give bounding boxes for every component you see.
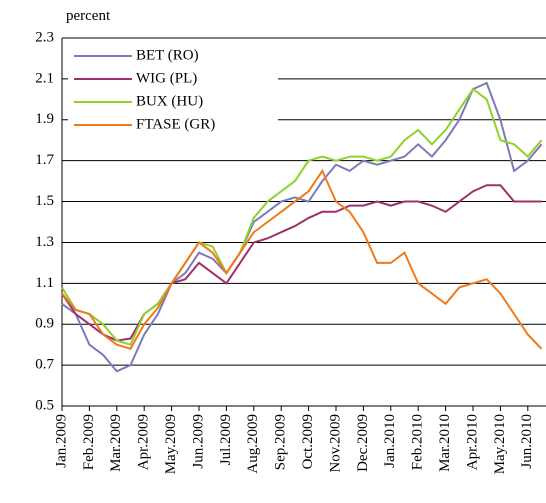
line-series	[61, 184, 542, 342]
x-tick-label: Sep.2009	[273, 414, 289, 470]
legend-label: WIG (PL)	[136, 70, 197, 86]
y-tick-label: 1.9	[35, 111, 54, 127]
legend-label: BUX (HU)	[136, 93, 203, 109]
x-tick-label: Mar.2010	[437, 414, 453, 472]
y-tick-label: 1.7	[35, 152, 54, 168]
x-tick-label: Nov.2009	[327, 414, 343, 473]
y-tick-label: 0.5	[35, 397, 54, 413]
line-series	[61, 81, 543, 373]
x-tick-label: Apr.2010	[464, 414, 480, 470]
x-tick-label: Oct.2009	[300, 414, 316, 469]
y-tick-label: 2.3	[35, 29, 54, 45]
x-tick-label: Mar.2009	[108, 414, 124, 472]
x-tick-label: Aug.2009	[245, 414, 261, 474]
x-tick-label: Jun.2009	[190, 414, 206, 469]
x-tick-label: Jul.2009	[218, 414, 234, 465]
x-tick-label: May.2010	[492, 414, 508, 474]
legend-box	[68, 42, 278, 140]
x-tick-label: Jan.2009	[53, 414, 69, 468]
x-tick-label: Feb.2009	[81, 414, 97, 470]
y-tick-label: 1.1	[35, 275, 54, 291]
y-tick-label: 1.5	[35, 193, 54, 209]
line-series	[61, 87, 543, 346]
y-axis-label: percent	[66, 8, 111, 24]
y-tick-label: 0.9	[35, 316, 54, 332]
legend-label: FTASE (GR)	[136, 116, 215, 132]
x-tick-label: May.2009	[163, 414, 179, 474]
legend-label: BET (RO)	[136, 47, 199, 63]
x-tick-label: Jan.2010	[382, 414, 398, 468]
x-tick-label: Dec.2009	[355, 414, 371, 472]
y-tick-label: 2.1	[35, 70, 54, 86]
y-tick-label: 1.3	[35, 234, 54, 250]
y-tick-label: 0.7	[35, 357, 54, 373]
x-tick-label: Feb.2010	[410, 414, 426, 470]
x-tick-label: Jun.2010	[519, 414, 535, 469]
line-series	[61, 168, 543, 350]
x-tick-label: Apr.2009	[136, 414, 152, 470]
